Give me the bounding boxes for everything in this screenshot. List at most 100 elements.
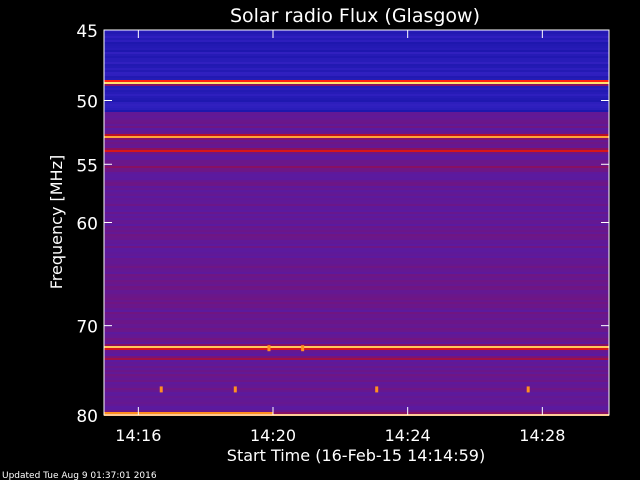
- heatmap-row: [104, 144, 609, 146]
- heatmap-row: [104, 126, 609, 128]
- heatmap-row: [104, 308, 609, 310]
- heatmap-row: [104, 44, 609, 46]
- heatmap-row: [104, 240, 609, 242]
- heatmap-row: [104, 372, 609, 374]
- heatmap-row: [104, 386, 609, 388]
- heatmap-row: [104, 332, 609, 334]
- heatmap-row: [104, 318, 609, 320]
- heatmap-row: [104, 218, 609, 220]
- heatmap-row: [104, 132, 609, 134]
- heatmap-row: [104, 198, 609, 200]
- heatmap-row: [104, 174, 609, 176]
- heatmap-row: [104, 202, 609, 204]
- heatmap-row: [104, 276, 609, 278]
- heatmap-rows: [104, 30, 609, 416]
- burst-mark: [159, 386, 163, 393]
- burst-mark: [375, 386, 379, 393]
- heatmap-row: [104, 192, 609, 194]
- heatmap-row: [104, 178, 609, 180]
- heatmap-row: [104, 98, 609, 100]
- heatmap-row: [104, 284, 609, 286]
- heatmap-row: [104, 52, 609, 54]
- heatmap-row: [104, 316, 609, 318]
- y-tick-label: 55: [76, 156, 98, 176]
- heatmap-row: [104, 88, 609, 90]
- heatmap-row: [104, 30, 609, 32]
- heatmap-row: [104, 204, 609, 206]
- heatmap-row: [104, 354, 609, 356]
- heatmap-row: [104, 84, 609, 86]
- heatmap-row: [104, 152, 609, 154]
- heatmap-row: [104, 288, 609, 290]
- heatmap-row: [104, 234, 609, 236]
- y-axis-label: Frequency [MHz]: [47, 155, 66, 289]
- heatmap-row: [104, 170, 609, 172]
- heatmap-row: [104, 210, 609, 212]
- heatmap-row: [104, 130, 609, 132]
- heatmap-row: [104, 184, 609, 186]
- y-tick-label: 60: [76, 215, 98, 235]
- heatmap-row: [104, 236, 609, 238]
- heatmap-row: [104, 212, 609, 214]
- heatmap-row: [104, 374, 609, 376]
- heatmap-row: [104, 330, 609, 332]
- heatmap-row: [104, 356, 609, 358]
- heatmap-row: [104, 62, 609, 64]
- y-tick-label: 50: [76, 93, 98, 113]
- heatmap-row: [104, 322, 609, 324]
- heatmap-row: [104, 136, 609, 138]
- heatmap-row: [104, 148, 609, 150]
- heatmap-row: [104, 228, 609, 230]
- heatmap-row: [104, 38, 609, 40]
- heatmap-row: [104, 68, 609, 70]
- heatmap-row: [104, 186, 609, 188]
- heatmap-row: [104, 352, 609, 354]
- heatmap-row: [104, 166, 609, 168]
- heatmap-row: [104, 294, 609, 296]
- heatmap-row: [104, 196, 609, 198]
- heatmap-row: [104, 208, 609, 210]
- heatmap-row: [104, 338, 609, 340]
- heatmap-row: [104, 250, 609, 252]
- heatmap-row: [104, 138, 609, 140]
- heatmap-row: [104, 106, 609, 108]
- heatmap-row: [104, 302, 609, 304]
- heatmap-row: [104, 216, 609, 218]
- bottom-band-segment: [104, 412, 273, 416]
- heatmap-row: [104, 404, 609, 406]
- heatmap-row: [104, 100, 609, 102]
- heatmap-row: [104, 262, 609, 264]
- heatmap-row: [104, 122, 609, 124]
- heatmap-row: [104, 408, 609, 410]
- y-axis-ticks: 45 50 55 60 70 80: [76, 22, 609, 427]
- heatmap-row: [104, 96, 609, 98]
- heatmap-row: [104, 160, 609, 162]
- heatmap-row: [104, 292, 609, 294]
- heatmap-row: [104, 326, 609, 328]
- heatmap-row: [104, 200, 609, 202]
- heatmap-row: [104, 272, 609, 274]
- heatmap-row: [104, 324, 609, 326]
- heatmap-row: [104, 86, 609, 88]
- heatmap-row: [104, 406, 609, 408]
- heatmap-row: [104, 48, 609, 50]
- heatmap-row: [104, 344, 609, 346]
- heatmap-row: [104, 266, 609, 268]
- heatmap-row: [104, 116, 609, 118]
- x-tick-label: 14:20: [250, 426, 296, 445]
- heatmap-row: [104, 134, 609, 136]
- heatmap-row: [104, 76, 609, 78]
- heatmap-row: [104, 376, 609, 378]
- burst-mark: [526, 386, 530, 393]
- heatmap-row: [104, 306, 609, 308]
- heatmap-row: [104, 156, 609, 158]
- heatmap-row: [104, 36, 609, 38]
- heatmap-row: [104, 310, 609, 312]
- heatmap-row: [104, 168, 609, 170]
- heatmap-row: [104, 246, 609, 248]
- heatmap-row: [104, 268, 609, 270]
- heatmap-row: [104, 402, 609, 404]
- heatmap-row: [104, 146, 609, 148]
- heatmap-row: [104, 72, 609, 74]
